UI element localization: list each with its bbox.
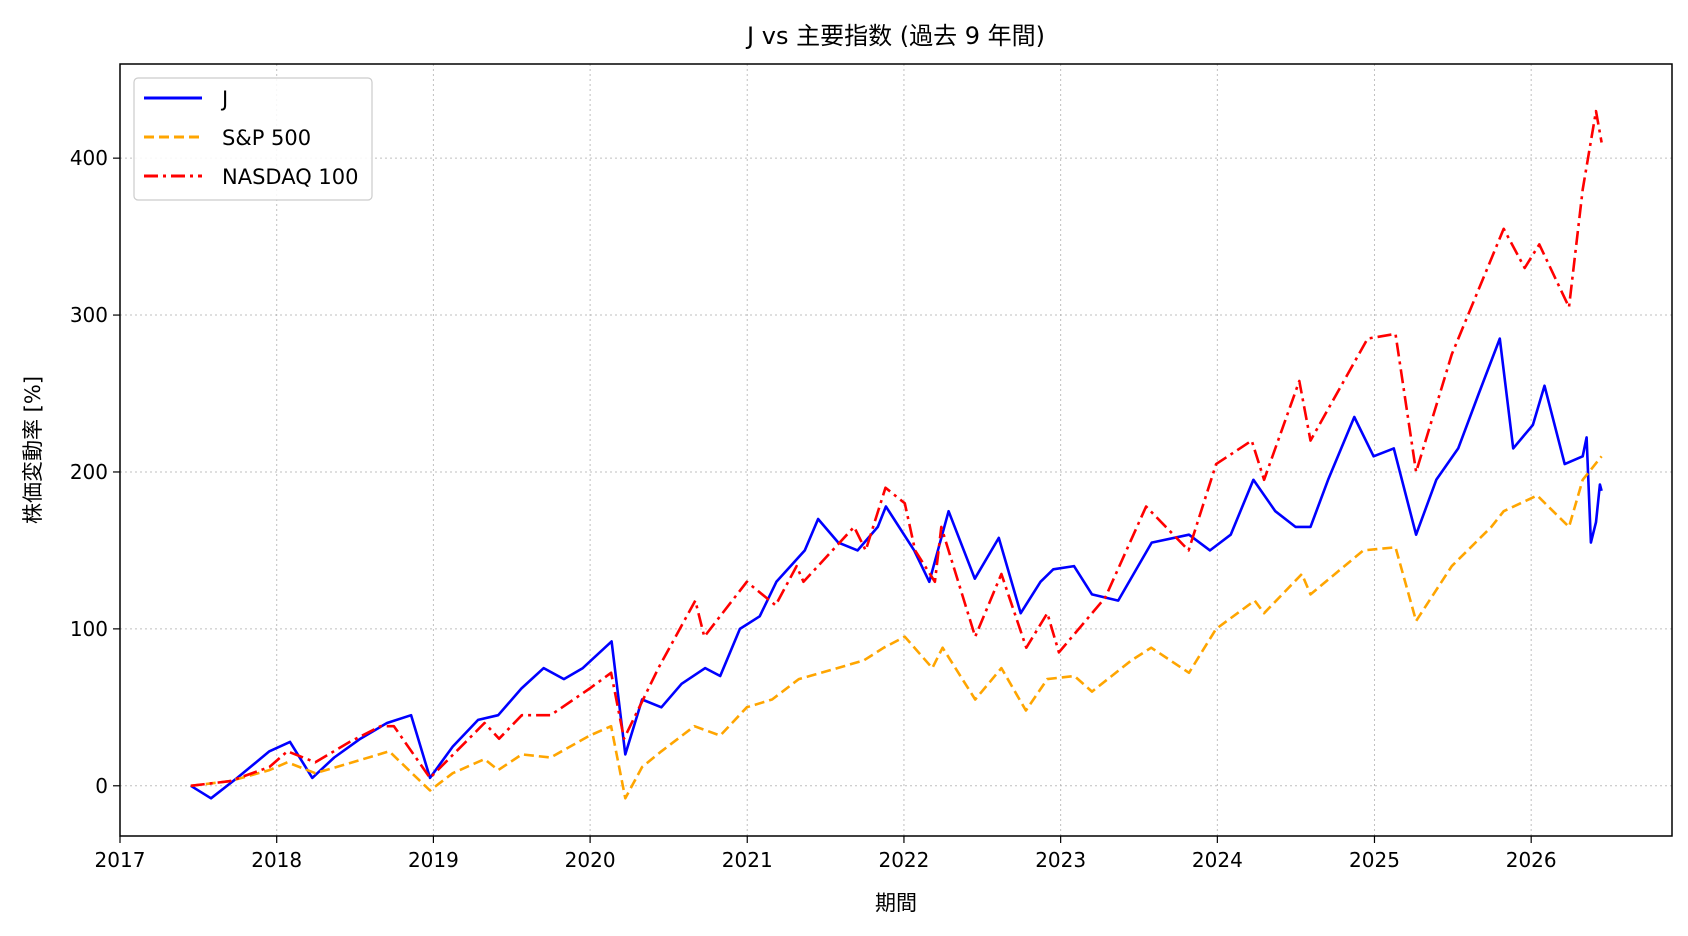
series-line-nasdaq100: [190, 109, 1603, 788]
series-line-j: [190, 337, 1603, 800]
y-tick-label: 100: [70, 617, 108, 641]
y-tick-label: 0: [95, 774, 108, 798]
legend: J S&P 500 NASDAQ 100: [133, 77, 373, 201]
y-tick-label: 300: [70, 303, 108, 327]
y-tick-label: 200: [70, 460, 108, 484]
x-tick-label: 2022: [878, 848, 929, 872]
x-tick-label: 2021: [722, 848, 773, 872]
x-tick-label: 2019: [408, 848, 459, 872]
x-tick-label: 2025: [1349, 848, 1400, 872]
x-tick-label: 2020: [565, 848, 616, 872]
axis-layer: 2017 2018 2019 2020 2021 2022 2023 2024 2025 2026…: [70, 146, 1557, 872]
legend-label-j: J: [220, 87, 228, 111]
x-tick-label: 2026: [1506, 848, 1557, 872]
x-tick-label: 2017: [95, 848, 146, 872]
legend-box: [133, 77, 373, 201]
x-tick-label: 2024: [1192, 848, 1243, 872]
series-line-sp500: [190, 455, 1603, 800]
plot-frame: [119, 63, 1673, 837]
legend-label-nasdaq100: NASDAQ 100: [222, 165, 359, 189]
series-layer: [190, 109, 1603, 800]
y-axis-label: 株価変動率 [%]: [21, 376, 45, 524]
legend-label-sp500: S&P 500: [222, 126, 311, 150]
chart-title: J vs 主要指数 (過去 9 年間): [745, 22, 1045, 50]
x-axis-label: 期間: [875, 891, 917, 915]
y-tick-label: 400: [70, 146, 108, 170]
x-tick-label: 2018: [251, 848, 302, 872]
x-tick-label: 2023: [1035, 848, 1086, 872]
